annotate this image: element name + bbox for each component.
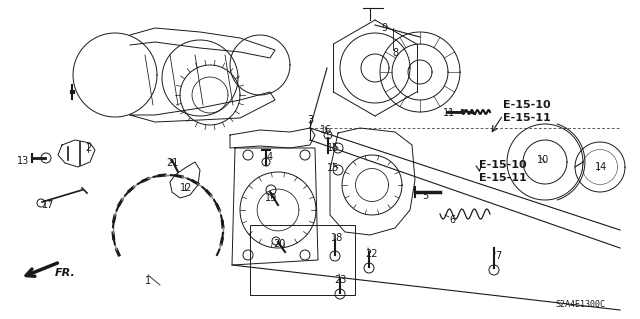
Text: 18: 18: [331, 233, 343, 243]
Text: S2A4E1300C: S2A4E1300C: [555, 300, 605, 309]
Text: 3: 3: [307, 115, 313, 125]
Text: 20: 20: [273, 239, 285, 249]
Text: 5: 5: [422, 191, 428, 201]
Text: 19: 19: [265, 193, 277, 203]
Text: 21: 21: [166, 158, 178, 168]
Text: E-15-10
E-15-11: E-15-10 E-15-11: [479, 160, 527, 183]
Text: 7: 7: [495, 251, 501, 261]
Text: 2: 2: [85, 143, 91, 153]
Text: 12: 12: [180, 183, 192, 193]
Text: 17: 17: [42, 200, 54, 210]
Text: 15: 15: [327, 143, 339, 153]
Text: 6: 6: [449, 215, 455, 225]
Text: 1: 1: [145, 276, 151, 286]
Text: 4: 4: [267, 152, 273, 162]
Text: 16: 16: [320, 125, 332, 135]
Text: 10: 10: [537, 155, 549, 165]
Text: 15: 15: [327, 163, 339, 173]
Text: E-15-10
E-15-11: E-15-10 E-15-11: [503, 100, 551, 123]
Text: 13: 13: [17, 156, 29, 166]
Text: 9: 9: [381, 23, 387, 33]
Text: 8: 8: [392, 48, 398, 58]
Text: 14: 14: [595, 162, 607, 172]
Bar: [250, 225, 355, 295]
Text: 23: 23: [334, 275, 346, 285]
Text: FR.: FR.: [55, 268, 76, 278]
Text: 11: 11: [443, 108, 455, 118]
Text: 22: 22: [365, 249, 377, 259]
